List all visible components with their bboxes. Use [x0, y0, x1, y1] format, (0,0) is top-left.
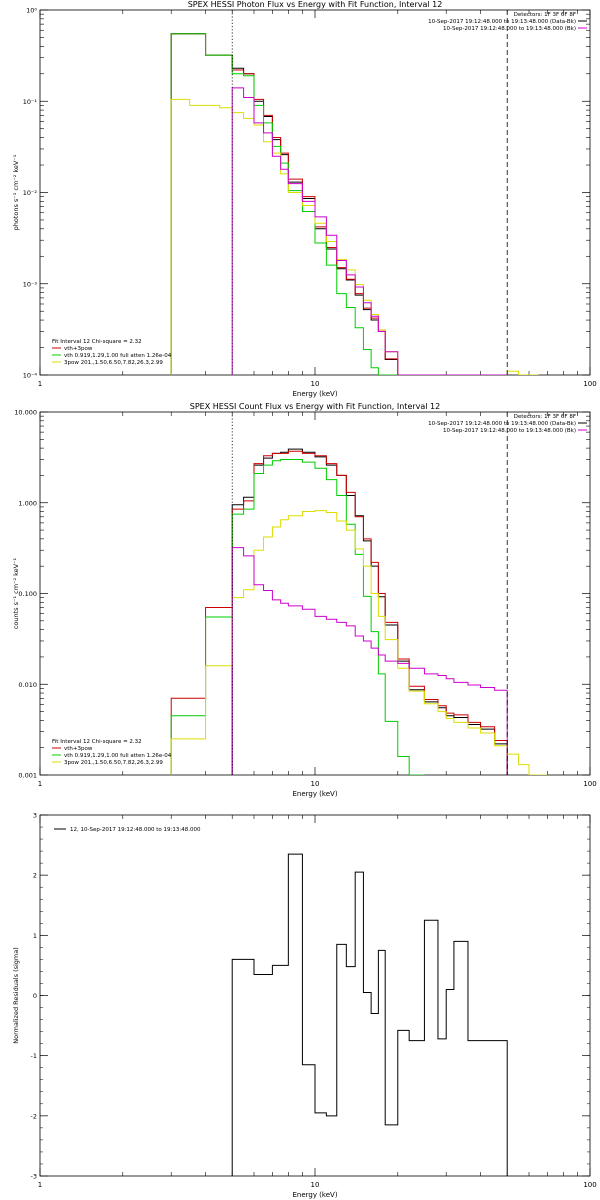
series-bk [231, 547, 508, 775]
y-axis-label: photons s⁻¹ cm⁻² keV⁻¹ [12, 154, 20, 230]
y-tick-label: 0 [33, 992, 37, 1000]
header-line: 10-Sep-2017 19:12:48.000 to 19:13:48.000… [428, 19, 576, 25]
legend-label: vth 0.919,1.29,1.00 full atten 1.26e-04 [64, 353, 172, 359]
y-tick-label: 2 [33, 872, 37, 880]
series-residuals [231, 853, 508, 1176]
y-tick-label: -1 [31, 1052, 37, 1060]
y-tick-label: 10⁻¹ [23, 98, 38, 106]
plot-area [231, 853, 508, 1176]
series-vth [170, 458, 425, 775]
y-tick-label: 0.100 [18, 590, 37, 598]
header-line: Detectors: 1F 3F 6F 8F [514, 414, 576, 420]
chart-title: SPEX HESSI Count Flux vs Energy with Fit… [190, 402, 441, 411]
y-axis-label: counts s⁻¹ cm⁻² keV⁻¹ [12, 557, 20, 629]
fit-info: Fit Interval 12 Chi-square = 2.32 [52, 339, 142, 345]
y-axis-label: Normalized Residuals (sigma) [12, 947, 20, 1044]
series-total [170, 450, 508, 775]
y-tick-label: 10⁻² [23, 189, 38, 197]
x-axis-label: Energy (keV) [292, 1191, 337, 1199]
legend-label: vth 0.919,1.29,1.00 full atten 1.26e-04 [64, 753, 172, 759]
legend-label: 3pow 201.,1.50,6.50,7.82,26.3,2.99 [64, 760, 163, 766]
chart-title: SPEX HESSI Photon Flux vs Energy with Fi… [188, 0, 443, 9]
chart-panel-1: SPEX HESSI Photon Flux vs Energy with Fi… [12, 0, 597, 398]
x-tick-label: 10 [311, 1181, 320, 1189]
panels: SPEX HESSI Photon Flux vs Energy with Fi… [12, 0, 597, 1199]
x-tick-label: 10 [311, 380, 320, 388]
fit-info: Fit Interval 12 Chi-square = 2.32 [52, 739, 142, 745]
x-tick-label: 1 [38, 780, 42, 788]
legend-label: vth+3pow [64, 746, 93, 752]
legend-label: 3pow 201.,1.50,6.50,7.82,26.3,2.99 [64, 360, 163, 366]
y-tick-label: 1.000 [18, 499, 37, 507]
x-tick-label: 100 [583, 1181, 596, 1189]
y-tick-label: 3 [33, 812, 37, 820]
y-tick-label: 1 [33, 932, 37, 940]
y-tick-label: 10⁰ [26, 7, 37, 15]
y-tick-label: 10⁻³ [23, 280, 38, 288]
x-axis-label: Energy (keV) [292, 790, 337, 798]
y-tick-label: 10⁻⁴ [23, 372, 38, 380]
header-line: 10-Sep-2017 19:12:48.000 to 19:13:48.000… [428, 421, 576, 427]
y-tick-label: 0.010 [18, 681, 37, 689]
header-line: 10-Sep-2017 19:12:48.000 to 19:13:48.000… [443, 26, 576, 32]
x-tick-label: 1 [38, 380, 42, 388]
header-line: Detectors: 1F 3F 6F 8F [514, 12, 576, 18]
legend-label: vth+3pow [64, 346, 93, 352]
x-tick-label: 100 [583, 780, 596, 788]
x-tick-label: 100 [583, 380, 596, 388]
legend-label: 12, 10-Sep-2017 19:12:48.000 to 19:13:48… [70, 827, 201, 833]
y-tick-label: 10.000 [14, 409, 37, 417]
plot-area [170, 33, 539, 375]
plot-area [170, 448, 548, 775]
y-tick-label: -2 [31, 1112, 37, 1120]
x-tick-label: 1 [38, 1181, 42, 1189]
x-tick-label: 10 [311, 780, 320, 788]
series-bk [231, 87, 508, 375]
y-tick-label: 0.001 [18, 772, 37, 780]
series-vth [170, 33, 508, 375]
x-axis-label: Energy (keV) [292, 390, 337, 398]
header-line: 10-Sep-2017 19:12:48.000 to 19:13:48.000… [443, 428, 576, 434]
chart-panel-2: SPEX HESSI Count Flux vs Energy with Fit… [12, 402, 597, 798]
y-tick-label: -3 [31, 1173, 37, 1181]
